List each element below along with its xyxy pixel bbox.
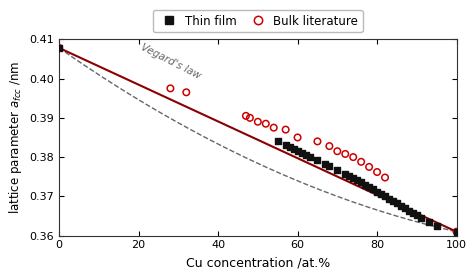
Point	[393, 201, 401, 206]
Point	[314, 158, 321, 163]
Point	[357, 160, 365, 164]
Y-axis label: lattice parameter $a_{fcc}$ /nm: lattice parameter $a_{fcc}$ /nm	[7, 61, 24, 214]
Point	[294, 135, 301, 140]
Point	[349, 175, 357, 180]
Point	[334, 168, 341, 172]
Point	[326, 144, 333, 148]
Point	[385, 197, 393, 201]
Point	[433, 224, 440, 228]
Point	[365, 165, 373, 169]
Point	[182, 90, 190, 94]
Point	[298, 151, 305, 155]
Point	[381, 194, 389, 198]
Point	[425, 220, 433, 224]
Point	[290, 147, 297, 152]
Point	[354, 178, 361, 182]
Point	[282, 143, 290, 148]
Point	[55, 46, 63, 50]
Point	[381, 175, 389, 180]
Point	[453, 230, 460, 234]
Point	[373, 170, 381, 174]
Point	[361, 182, 369, 187]
Point	[405, 208, 413, 213]
Point	[453, 230, 460, 234]
Point	[357, 180, 365, 184]
Legend: Thin film, Bulk literature: Thin film, Bulk literature	[153, 10, 363, 32]
Point	[262, 121, 270, 126]
Point	[254, 120, 262, 124]
Point	[274, 139, 282, 144]
Point	[334, 149, 341, 153]
Point	[389, 199, 397, 203]
Point	[242, 114, 250, 118]
Text: Vegard's law: Vegard's law	[138, 42, 202, 81]
Point	[397, 204, 405, 208]
Point	[314, 139, 321, 144]
Point	[349, 155, 357, 159]
Point	[365, 185, 373, 189]
Point	[326, 164, 333, 168]
Point	[341, 152, 349, 156]
Point	[166, 86, 174, 91]
Point	[306, 155, 313, 159]
Point	[346, 174, 353, 178]
Point	[246, 116, 254, 120]
Point	[282, 128, 290, 132]
X-axis label: Cu concentration /at.%: Cu concentration /at.%	[186, 256, 330, 269]
Point	[373, 189, 381, 194]
Point	[321, 162, 329, 166]
Point	[413, 213, 420, 217]
Point	[286, 145, 293, 150]
Point	[294, 149, 301, 153]
Point	[417, 215, 425, 220]
Point	[409, 211, 417, 215]
Point	[302, 153, 310, 157]
Point	[341, 171, 349, 176]
Point	[369, 187, 377, 192]
Point	[401, 206, 409, 210]
Point	[55, 46, 63, 50]
Point	[377, 192, 385, 196]
Point	[270, 125, 277, 130]
